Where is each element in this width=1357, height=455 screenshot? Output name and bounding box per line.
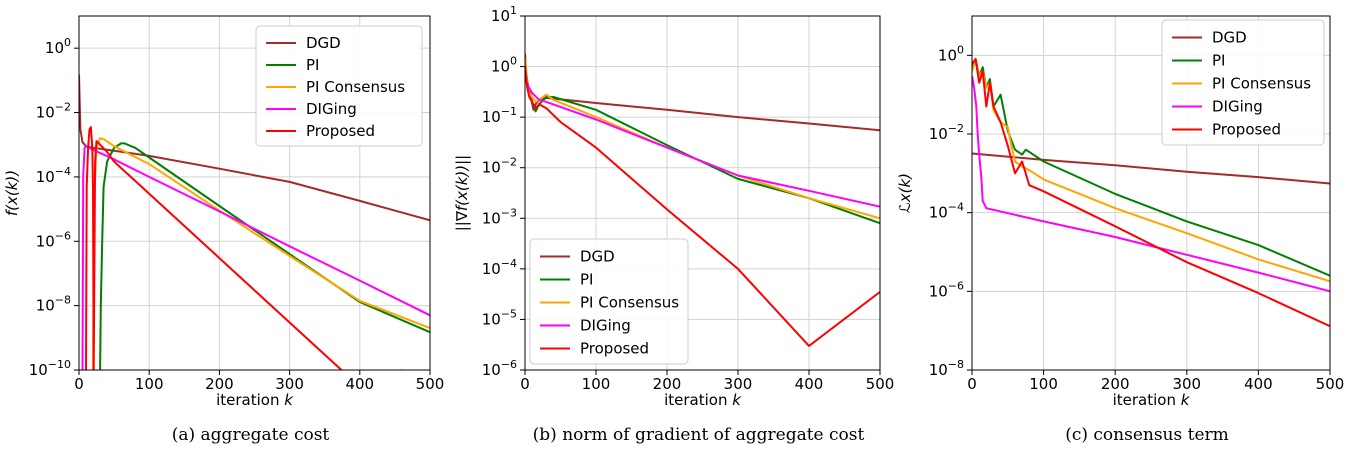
y-axis-label: ℒx(k)	[896, 173, 914, 213]
x-tick-label: 500	[1316, 375, 1345, 393]
plot-frame	[524, 15, 881, 371]
plot-frame	[78, 15, 431, 371]
x-tick-label: 0	[74, 375, 84, 393]
y-tick-label: 10−6	[929, 279, 964, 300]
series-group	[972, 58, 1330, 328]
x-tick-label: 100	[582, 375, 611, 393]
x-tick-label: 0	[520, 375, 530, 393]
x-tick-label: 100	[1029, 375, 1058, 393]
legend-label: PI Consensus	[306, 78, 405, 96]
series-line-proposed	[85, 126, 402, 370]
y-tick-label: 100	[45, 36, 71, 57]
x-tick-label: 200	[653, 375, 682, 393]
y-tick-label: 100	[938, 43, 964, 64]
series-line-proposed	[525, 66, 880, 347]
series-line-pi	[525, 62, 880, 225]
subfigure-caption: (a) aggregate cost	[172, 425, 330, 445]
chart-0: 0 100 200 300 400 500 10−10 10−8 10−6 10−4 10−2 100…	[3, 15, 445, 445]
y-tick-label: 100	[491, 55, 517, 76]
x-tick-label: 400	[795, 375, 824, 393]
x-tick-label: 200	[205, 375, 234, 393]
legend-label: PI Consensus	[580, 294, 679, 312]
x-tick-label: 300	[1172, 375, 1201, 393]
x-tick-label: 300	[275, 375, 304, 393]
x-axis-label: iteration k	[1113, 391, 1191, 409]
y-tick-label: 10−3	[482, 206, 517, 227]
series-line-dgd	[972, 152, 1330, 185]
subfigure-caption: (c) consensus term	[1065, 425, 1229, 445]
x-tick-label: 500	[866, 375, 895, 393]
x-tick-label: 400	[1244, 375, 1273, 393]
y-tick-label: 10−5	[482, 307, 517, 328]
series-line-diging	[81, 145, 430, 370]
plot-frame	[971, 15, 1331, 371]
legend-box	[529, 238, 689, 365]
series-line-diging	[525, 77, 880, 208]
x-tick-label: 300	[724, 375, 753, 393]
legend-label: PI Consensus	[1212, 75, 1311, 93]
legend-label: PI	[1212, 52, 1225, 70]
y-tick-label: 10−6	[482, 358, 517, 379]
x-axis-label: iteration k	[216, 391, 294, 409]
legend-label: DGD	[306, 34, 341, 52]
x-tick-label: 100	[135, 375, 164, 393]
legend: DGD PI PI Consensus DIGing Proposed	[255, 25, 423, 147]
series-group	[525, 53, 880, 347]
series-line-proposed	[972, 58, 1330, 328]
y-tick-label: 10−2	[36, 101, 71, 122]
legend-box	[1161, 19, 1325, 146]
y-tick-label: 10−1	[482, 105, 517, 126]
legend-box	[255, 25, 423, 147]
y-tick-label: 10−2	[482, 156, 517, 177]
y-tick-label: 10−4	[929, 201, 964, 222]
y-tick-label: 10−4	[482, 257, 517, 278]
legend-label: PI	[580, 271, 593, 289]
legend-label: Proposed	[580, 340, 649, 358]
subfigure-caption: (b) norm of gradient of aggregate cost	[533, 425, 865, 445]
legend-label: PI	[306, 56, 319, 74]
series-group	[79, 74, 430, 370]
legend-label: DGD	[1212, 29, 1247, 47]
series-line-dgd	[525, 53, 880, 132]
legend-label: DIGing	[580, 317, 631, 335]
legend-label: DIGing	[1212, 98, 1263, 116]
x-tick-label: 0	[967, 375, 977, 393]
chart-2: 0 100 200 300 400 500 10−8 10−6 10−4 10−2 100 itera…	[896, 15, 1345, 445]
legend: DGD PI PI Consensus DIGing Proposed	[529, 238, 689, 365]
y-tick-label: 10−8	[36, 294, 71, 315]
legend-label: Proposed	[1212, 121, 1281, 139]
y-tick-label: 10−10	[29, 358, 71, 379]
y-axis-label: f(x(k))	[3, 170, 21, 216]
y-tick-label: 10−6	[36, 229, 71, 250]
legend-label: Proposed	[306, 122, 375, 140]
x-axis-label: iteration k	[664, 391, 742, 409]
legend-label: DIGing	[306, 100, 357, 118]
series-line-pi	[972, 58, 1330, 277]
x-tick-label: 200	[1101, 375, 1130, 393]
chart-1: 0 100 200 300 400 500 10−6 10−5 10−4 10−3 10−2 10−1…	[453, 4, 894, 445]
legend-label: DGD	[580, 248, 615, 266]
series-line-pi	[99, 142, 430, 370]
x-tick-label: 500	[416, 375, 445, 393]
y-tick-label: 10−2	[929, 122, 964, 143]
y-tick-label: 10−4	[36, 165, 71, 186]
y-axis-label: ||∇f(x(k))||	[453, 155, 471, 232]
series-line-diging	[972, 75, 1330, 293]
y-tick-label: 101	[491, 4, 517, 25]
legend: DGD PI PI Consensus DIGing Proposed	[1161, 19, 1325, 146]
y-tick-label: 10−8	[929, 358, 964, 379]
x-tick-label: 400	[345, 375, 374, 393]
